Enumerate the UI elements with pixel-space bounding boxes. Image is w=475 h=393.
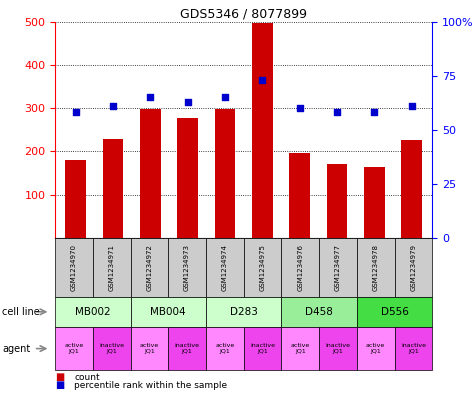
Bar [103, 139, 123, 238]
Bar [140, 109, 161, 238]
Point [72, 109, 79, 116]
Bar [401, 140, 422, 238]
Text: GSM1234970: GSM1234970 [71, 244, 77, 291]
Bar [364, 167, 385, 238]
Point [221, 94, 229, 100]
Text: D556: D556 [380, 307, 408, 317]
Point [370, 109, 378, 116]
Bar [215, 109, 235, 238]
Text: active
JQ1: active JQ1 [215, 343, 235, 354]
Point [109, 103, 117, 109]
Bar [66, 160, 86, 238]
Text: cell line: cell line [2, 307, 40, 317]
Text: GSM1234971: GSM1234971 [109, 244, 114, 291]
Bar [177, 118, 198, 238]
Text: MB002: MB002 [75, 307, 111, 317]
Point [296, 105, 304, 111]
Point [333, 109, 341, 116]
Text: active
JQ1: active JQ1 [366, 343, 385, 354]
Bar [252, 23, 273, 238]
Text: D283: D283 [230, 307, 257, 317]
Point [184, 98, 191, 105]
Text: inactive
JQ1: inactive JQ1 [325, 343, 351, 354]
Text: percentile rank within the sample: percentile rank within the sample [74, 381, 227, 389]
Text: count: count [74, 373, 100, 382]
Bar [289, 152, 310, 238]
Text: D458: D458 [305, 307, 333, 317]
Text: agent: agent [2, 343, 30, 354]
Text: inactive
JQ1: inactive JQ1 [401, 343, 426, 354]
Text: GSM1234976: GSM1234976 [297, 244, 303, 291]
Text: active
JQ1: active JQ1 [140, 343, 159, 354]
Bar [327, 164, 347, 238]
Text: inactive
JQ1: inactive JQ1 [175, 343, 199, 354]
Text: GSM1234972: GSM1234972 [146, 244, 152, 291]
Point [258, 77, 266, 83]
Text: ■: ■ [55, 372, 64, 382]
Text: active
JQ1: active JQ1 [291, 343, 310, 354]
Text: GSM1234977: GSM1234977 [335, 244, 341, 291]
Text: GSM1234979: GSM1234979 [410, 244, 417, 291]
Text: inactive
JQ1: inactive JQ1 [250, 343, 275, 354]
Point [408, 103, 416, 109]
Text: GSM1234975: GSM1234975 [259, 244, 266, 291]
Text: inactive
JQ1: inactive JQ1 [99, 343, 124, 354]
Text: MB004: MB004 [151, 307, 186, 317]
Text: GSM1234973: GSM1234973 [184, 244, 190, 291]
Title: GDS5346 / 8077899: GDS5346 / 8077899 [180, 7, 307, 20]
Text: GSM1234978: GSM1234978 [373, 244, 379, 291]
Text: active
JQ1: active JQ1 [64, 343, 84, 354]
Text: GSM1234974: GSM1234974 [222, 244, 228, 291]
Point [146, 94, 154, 100]
Text: ■: ■ [55, 380, 64, 390]
